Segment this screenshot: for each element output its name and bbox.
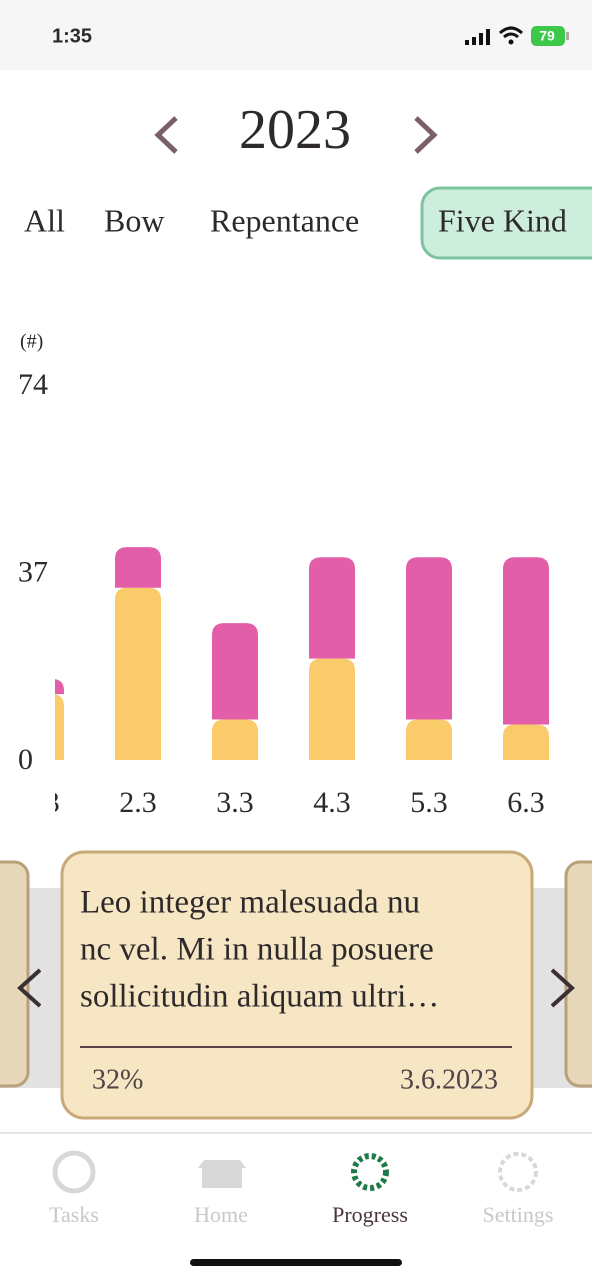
bar-segment <box>503 724 549 760</box>
filter[interactable]: Five Kind <box>438 202 567 238</box>
bar-segment <box>406 719 452 760</box>
bar-segment <box>406 557 452 720</box>
card[interactable] <box>60 850 534 1120</box>
settings-icon <box>498 1152 538 1192</box>
card-line: nc vel. Mi in nulla posuere <box>80 932 434 968</box>
filter-active[interactable] <box>420 186 592 260</box>
x-tick-label: 2.3 <box>119 786 157 819</box>
next-year[interactable] <box>414 116 438 154</box>
year: 2023 <box>239 99 351 161</box>
y-tick-label: 0 <box>18 743 33 776</box>
x-tick-label: 3.3 <box>216 786 254 819</box>
filter[interactable]: Repentance <box>210 202 359 238</box>
y-axis-label: (#) <box>20 331 43 353</box>
carousel-prev[interactable] <box>17 968 42 1008</box>
battery-level: 79 <box>539 28 555 44</box>
card-next[interactable] <box>564 860 592 1088</box>
bar-segment <box>212 719 258 760</box>
card-prev[interactable] <box>0 860 30 1088</box>
signal <box>465 29 490 45</box>
bar-segment <box>212 623 258 720</box>
y-tick-label: 74 <box>18 368 48 401</box>
card-percent: 32% <box>92 1064 143 1095</box>
bar-segment <box>55 694 64 760</box>
bar-segment <box>115 547 161 588</box>
battery-tip <box>566 32 569 40</box>
filter[interactable]: Bow <box>104 202 164 238</box>
tab-label[interactable]: Home <box>194 1202 248 1227</box>
home-indicator <box>190 1259 402 1266</box>
card-line: Leo integer malesuada nu <box>80 885 420 921</box>
x-tick-label: 6.3 <box>507 786 545 819</box>
wifi <box>498 26 524 39</box>
card-date: 3.6.2023 <box>400 1064 498 1095</box>
filter[interactable]: All <box>24 202 65 238</box>
tab-label[interactable]: Progress <box>332 1202 408 1227</box>
tab-label[interactable]: Tasks <box>49 1202 99 1227</box>
x-tick-label: 1.3 <box>22 786 60 819</box>
x-tick-label: 4.3 <box>313 786 351 819</box>
home-icon <box>198 1160 246 1188</box>
bar-segment <box>309 557 355 659</box>
time: 1:35 <box>52 25 92 47</box>
bar-segment <box>115 587 161 760</box>
bar-segment <box>55 679 64 695</box>
tab-label[interactable]: Settings <box>483 1202 554 1227</box>
x-tick-label: 5.3 <box>410 786 448 819</box>
plot: 1.3 2.3 3.3 4.3 5.3 6.3 <box>22 547 549 819</box>
carousel-next[interactable] <box>550 968 575 1008</box>
battery <box>531 26 565 46</box>
bar-segment <box>309 658 355 760</box>
bar-segment <box>503 557 549 725</box>
y-tick-label: 37 <box>18 555 48 588</box>
prev-year[interactable] <box>154 116 178 154</box>
tasks-icon <box>52 1150 96 1194</box>
status-bar <box>0 0 592 70</box>
progress-icon <box>351 1153 389 1191</box>
card-line: sollicitudin aliquam ultri… <box>80 979 439 1015</box>
wifi-dot <box>508 39 514 45</box>
